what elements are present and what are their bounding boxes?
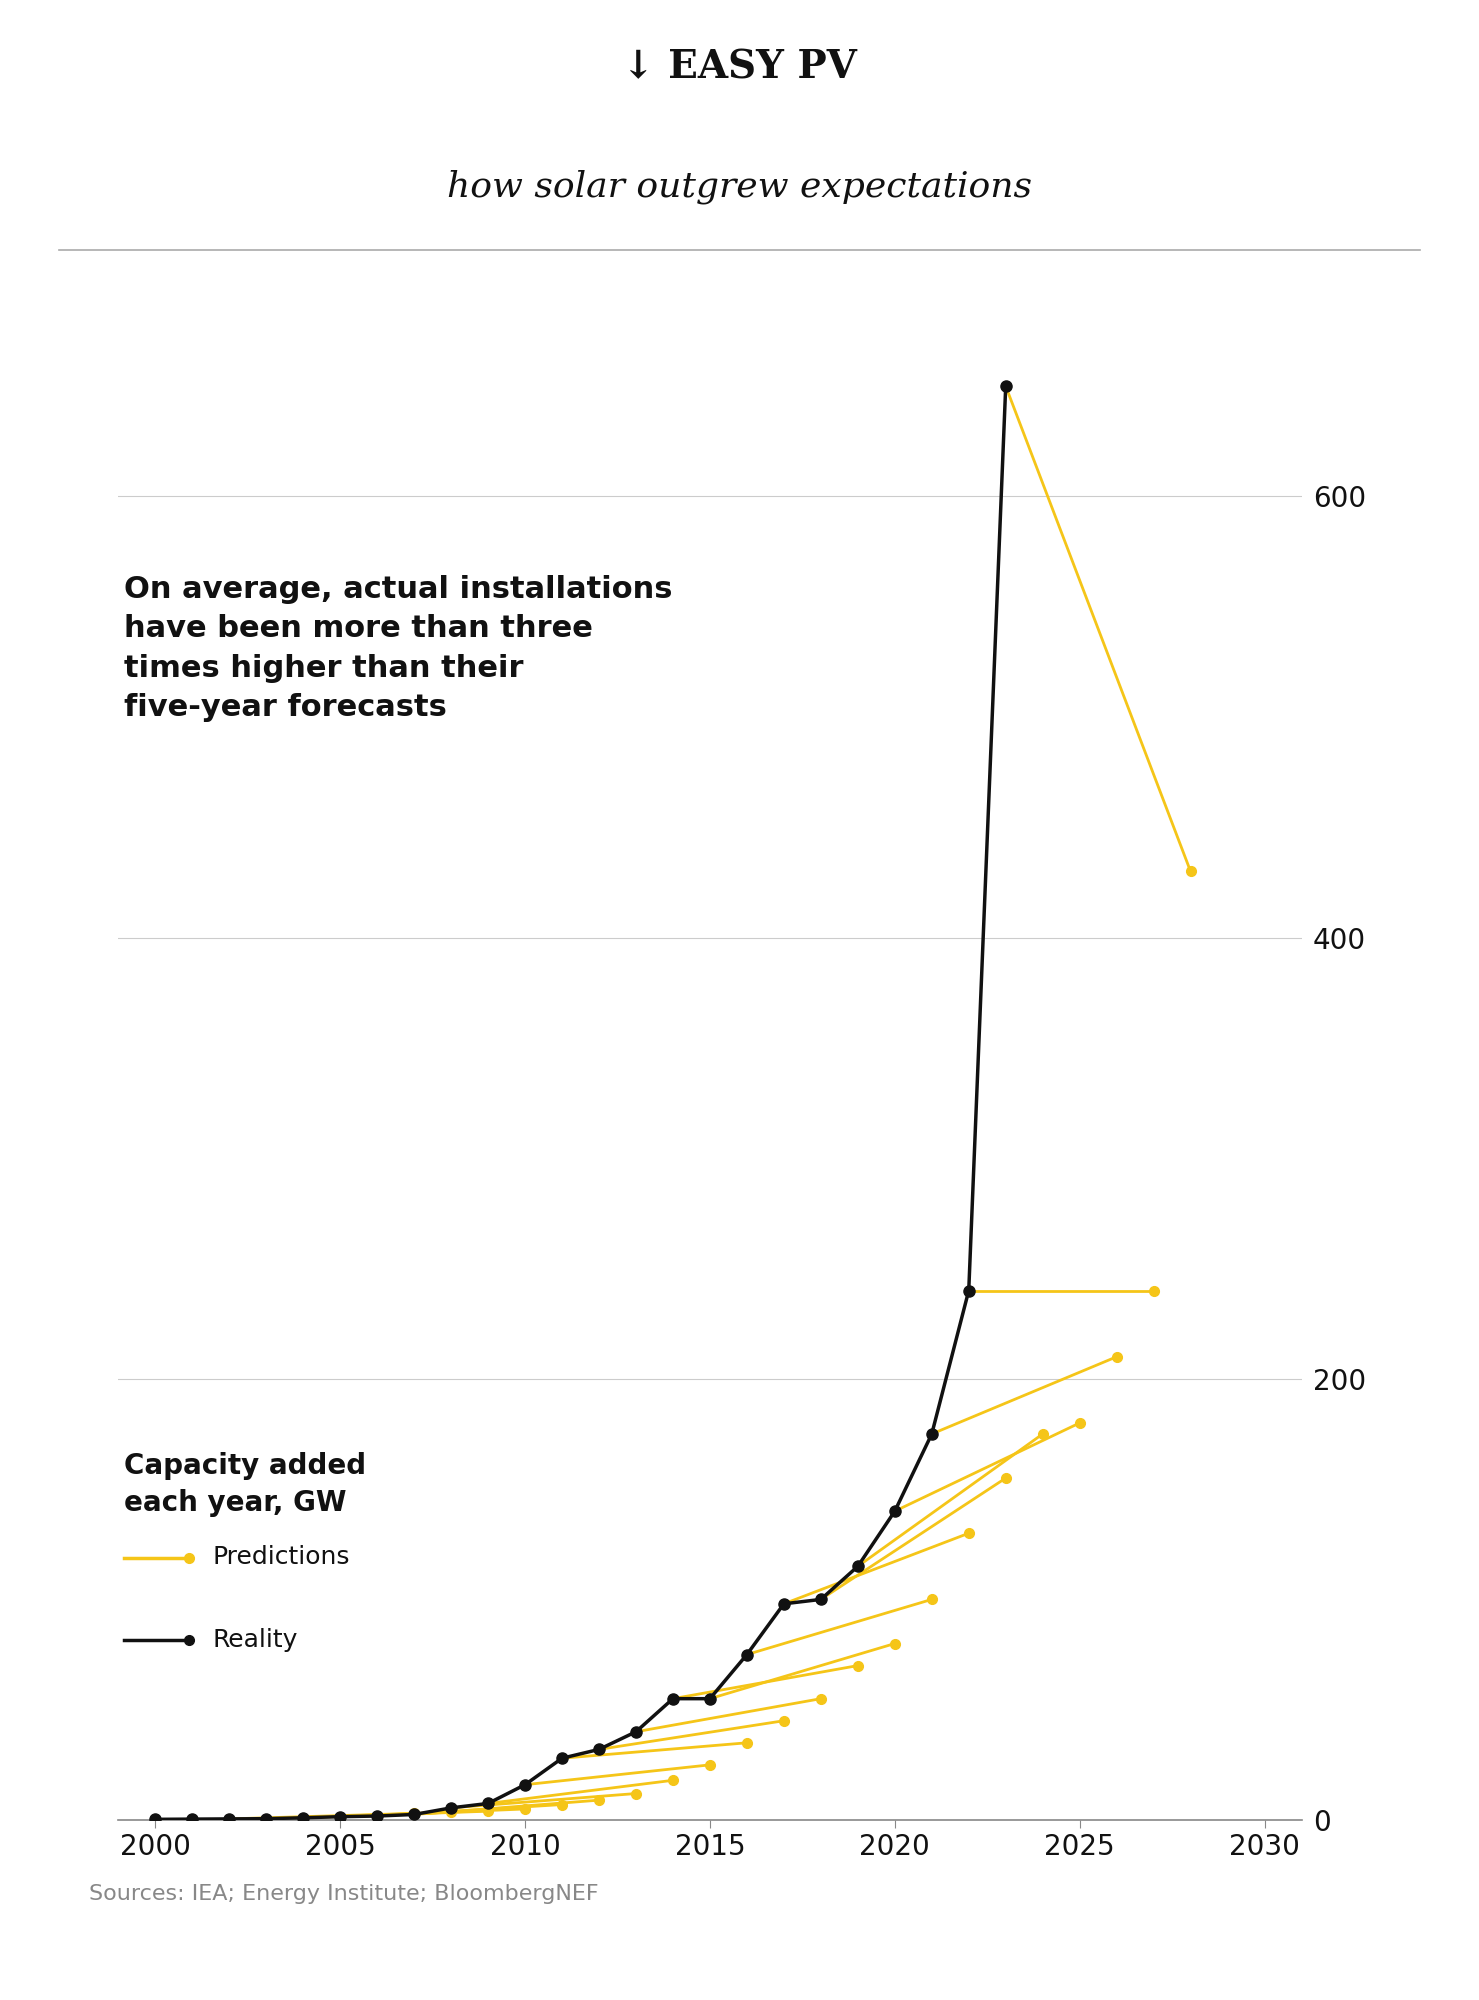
- Text: Reality: Reality: [213, 1628, 299, 1652]
- Text: On average, actual installations
have been more than three
times higher than the: On average, actual installations have be…: [124, 576, 673, 722]
- Text: Sources: IEA; Energy Institute; BloombergNEF: Sources: IEA; Energy Institute; Bloomber…: [89, 1884, 599, 1904]
- Text: how solar outgrew expectations: how solar outgrew expectations: [447, 170, 1032, 204]
- Text: Capacity added
each year, GW: Capacity added each year, GW: [124, 1452, 367, 1518]
- Text: Predictions: Predictions: [213, 1546, 351, 1570]
- Text: ↓ EASY PV: ↓ EASY PV: [623, 48, 856, 86]
